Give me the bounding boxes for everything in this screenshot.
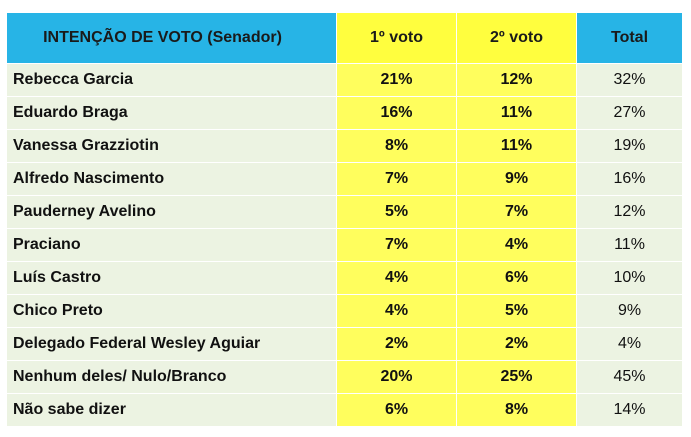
candidate-name-cell: Eduardo Braga bbox=[6, 96, 337, 130]
candidate-name-cell: Pauderney Avelino bbox=[6, 195, 337, 229]
second-vote-cell: 2% bbox=[456, 327, 577, 361]
table-row: Eduardo Braga 16% 11% 27% bbox=[6, 96, 683, 130]
second-vote-cell: 8% bbox=[456, 393, 577, 427]
second-vote-cell: 4% bbox=[456, 228, 577, 262]
table-row: Luís Castro 4% 6% 10% bbox=[6, 261, 683, 295]
candidate-name-cell: Rebecca Garcia bbox=[6, 63, 337, 97]
second-vote-cell: 25% bbox=[456, 360, 577, 394]
candidate-name-cell: Delegado Federal Wesley Aguiar bbox=[6, 327, 337, 361]
second-vote-cell: 12% bbox=[456, 63, 577, 97]
total-cell: 19% bbox=[576, 129, 683, 163]
second-vote-cell: 5% bbox=[456, 294, 577, 328]
candidate-name-cell: Não sabe dizer bbox=[6, 393, 337, 427]
first-vote-cell: 8% bbox=[336, 129, 457, 163]
candidate-name-cell: Vanessa Grazziotin bbox=[6, 129, 337, 163]
table-row: Vanessa Grazziotin 8% 11% 19% bbox=[6, 129, 683, 163]
candidate-name-cell: Praciano bbox=[6, 228, 337, 262]
table-row: Chico Preto 4% 5% 9% bbox=[6, 294, 683, 328]
first-vote-cell: 4% bbox=[336, 294, 457, 328]
total-cell: 27% bbox=[576, 96, 683, 130]
total-cell: 4% bbox=[576, 327, 683, 361]
table-row: Rebecca Garcia 21% 12% 32% bbox=[6, 63, 683, 97]
first-vote-cell: 5% bbox=[336, 195, 457, 229]
header-total: Total bbox=[576, 12, 683, 64]
total-cell: 14% bbox=[576, 393, 683, 427]
candidate-name-cell: Alfredo Nascimento bbox=[6, 162, 337, 196]
candidate-name-cell: Nenhum deles/ Nulo/Branco bbox=[6, 360, 337, 394]
total-cell: 45% bbox=[576, 360, 683, 394]
total-cell: 11% bbox=[576, 228, 683, 262]
second-vote-cell: 6% bbox=[456, 261, 577, 295]
first-vote-cell: 6% bbox=[336, 393, 457, 427]
second-vote-cell: 11% bbox=[456, 96, 577, 130]
second-vote-cell: 7% bbox=[456, 195, 577, 229]
table-row: Não sabe dizer 6% 8% 14% bbox=[6, 393, 683, 427]
total-cell: 12% bbox=[576, 195, 683, 229]
total-cell: 16% bbox=[576, 162, 683, 196]
table-body: Rebecca Garcia 21% 12% 32% Eduardo Braga 16% 1… bbox=[6, 63, 683, 427]
first-vote-cell: 16% bbox=[336, 96, 457, 130]
second-vote-cell: 9% bbox=[456, 162, 577, 196]
table-row: Pauderney Avelino 5% 7% 12% bbox=[6, 195, 683, 229]
first-vote-cell: 2% bbox=[336, 327, 457, 361]
header-first-vote: 1º voto bbox=[336, 12, 457, 64]
total-cell: 9% bbox=[576, 294, 683, 328]
header-row: INTENÇÃO DE VOTO (Senador) 1º voto 2º vo… bbox=[6, 12, 683, 64]
second-vote-cell: 11% bbox=[456, 129, 577, 163]
vote-intention-table-container: INTENÇÃO DE VOTO (Senador) 1º voto 2º vo… bbox=[6, 12, 683, 427]
vote-intention-table: INTENÇÃO DE VOTO (Senador) 1º voto 2º vo… bbox=[6, 12, 683, 427]
first-vote-cell: 7% bbox=[336, 228, 457, 262]
header-candidate: INTENÇÃO DE VOTO (Senador) bbox=[6, 12, 337, 64]
header-second-vote: 2º voto bbox=[456, 12, 577, 64]
table-row: Alfredo Nascimento 7% 9% 16% bbox=[6, 162, 683, 196]
first-vote-cell: 21% bbox=[336, 63, 457, 97]
table-row: Praciano 7% 4% 11% bbox=[6, 228, 683, 262]
first-vote-cell: 4% bbox=[336, 261, 457, 295]
table-row: Nenhum deles/ Nulo/Branco 20% 25% 45% bbox=[6, 360, 683, 394]
first-vote-cell: 7% bbox=[336, 162, 457, 196]
total-cell: 10% bbox=[576, 261, 683, 295]
first-vote-cell: 20% bbox=[336, 360, 457, 394]
candidate-name-cell: Chico Preto bbox=[6, 294, 337, 328]
table-row: Delegado Federal Wesley Aguiar 2% 2% 4% bbox=[6, 327, 683, 361]
candidate-name-cell: Luís Castro bbox=[6, 261, 337, 295]
total-cell: 32% bbox=[576, 63, 683, 97]
